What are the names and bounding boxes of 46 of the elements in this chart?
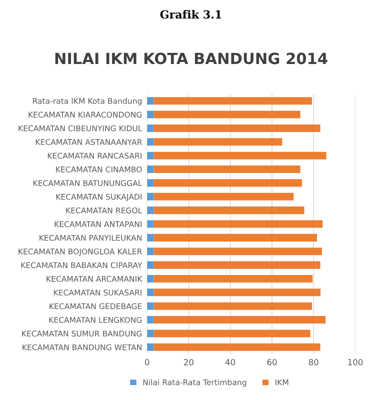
x-tick-label: 60 — [267, 359, 277, 366]
bar — [147, 248, 154, 256]
bar — [154, 97, 312, 105]
bar — [154, 274, 313, 282]
x-tick-label: 20 — [184, 359, 194, 366]
bar — [154, 234, 317, 242]
bar — [147, 330, 154, 338]
x-tick-label: 80 — [308, 359, 318, 366]
bar — [147, 110, 154, 118]
bar — [147, 261, 154, 269]
bar — [154, 192, 294, 200]
bar — [147, 138, 154, 146]
bar — [154, 110, 300, 118]
bar — [154, 166, 300, 174]
bar — [147, 316, 154, 324]
bar — [154, 261, 320, 269]
x-tick-label: 0 — [144, 359, 150, 366]
text: Grafik 3.1 — [160, 10, 222, 19]
bar — [147, 179, 154, 187]
chart-title: NILAI IKM KOTA BANDUNG 2014 — [55, 52, 328, 64]
bar — [147, 97, 154, 105]
bar — [147, 220, 154, 228]
bar — [147, 124, 154, 132]
bar — [147, 343, 154, 351]
bar — [147, 192, 154, 200]
bar — [154, 288, 320, 296]
bar — [147, 206, 154, 214]
x-tick-label: 40 — [225, 359, 236, 366]
bar — [147, 234, 154, 242]
bar — [154, 179, 302, 187]
bar — [154, 138, 282, 146]
bar — [154, 343, 320, 351]
bar — [154, 220, 323, 228]
bar — [154, 152, 326, 160]
bar — [147, 302, 154, 310]
bar — [147, 288, 154, 296]
bar — [154, 206, 304, 214]
bar — [154, 316, 326, 324]
bar — [147, 274, 154, 282]
bar — [154, 302, 312, 310]
bar — [147, 152, 154, 160]
bar — [154, 330, 310, 338]
bar — [154, 124, 320, 132]
x-tick-label: 100 — [348, 359, 363, 366]
bar — [147, 166, 154, 174]
bar — [154, 248, 322, 256]
